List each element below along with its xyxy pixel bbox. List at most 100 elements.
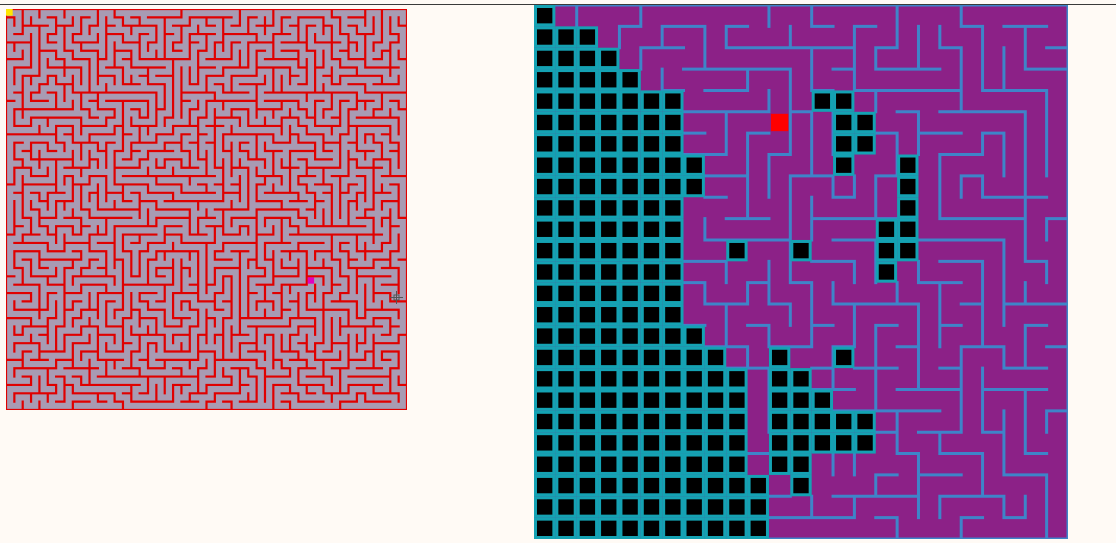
fog-cell: [768, 432, 791, 454]
fog-cell: [534, 453, 556, 475]
fog-cell: [662, 197, 684, 219]
fog-cell: [662, 517, 684, 539]
fog-cell: [704, 346, 727, 369]
fog-cell: [640, 239, 663, 262]
fog-cell: [704, 432, 727, 454]
fog-cell: [833, 133, 855, 155]
fog-cell: [790, 368, 812, 390]
fog-cell: [555, 389, 577, 411]
fog-cell: [534, 197, 556, 219]
overview-minimap[interactable]: [6, 9, 407, 410]
fog-cell: [833, 154, 855, 176]
fog-cell: [662, 346, 684, 369]
fog-cell: [619, 175, 641, 198]
fog-cell: [555, 90, 577, 112]
fog-cell: [598, 197, 620, 219]
fog-cell: [619, 218, 641, 240]
fog-cell: [534, 282, 556, 305]
detail-maze-view[interactable]: [534, 5, 1068, 539]
fog-cell: [811, 432, 834, 454]
fog-cell: [534, 69, 556, 91]
fog-cell: [768, 453, 791, 475]
fog-cell: [640, 133, 663, 155]
fog-cell: [726, 474, 748, 497]
fog-cell: [555, 346, 577, 369]
fog-cell: [555, 175, 577, 198]
fog-cell: [534, 496, 556, 518]
fog-cell: [619, 304, 641, 326]
fog-cell: [619, 410, 641, 433]
fog-cell: [854, 133, 876, 155]
fog-cell: [662, 389, 684, 411]
fog-cell: [619, 432, 641, 454]
fog-cell: [726, 496, 748, 518]
fog-cell: [811, 90, 834, 112]
fog-cell: [640, 389, 663, 411]
fog-cell: [555, 410, 577, 433]
fog-cell: [619, 239, 641, 262]
fog-cell: [854, 410, 876, 433]
fog-cell: [619, 389, 641, 411]
fog-cell: [790, 389, 812, 411]
fog-cell: [576, 325, 599, 347]
fog-cell: [576, 346, 599, 369]
fog-cell: [576, 368, 599, 390]
fog-cell: [662, 474, 684, 497]
fog-cell: [576, 282, 599, 305]
fog-cell: [598, 432, 620, 454]
fog-cell: [897, 154, 919, 176]
fog-cell: [897, 197, 919, 219]
fog-cell: [640, 410, 663, 433]
fog-cell: [683, 389, 705, 411]
fog-cell: [598, 410, 620, 433]
fog-cell: [768, 368, 791, 390]
fog-cell: [555, 47, 577, 70]
player-position-marker: [307, 277, 315, 284]
fog-cell: [619, 133, 641, 155]
fog-cell: [662, 368, 684, 390]
fog-cell: [747, 474, 769, 497]
fog-cell: [790, 410, 812, 433]
fog-cell: [555, 453, 577, 475]
fog-cell: [576, 69, 599, 91]
fog-cell: [833, 90, 855, 112]
fog-cell: [576, 197, 599, 219]
fog-cell: [534, 474, 556, 497]
fog-cell: [683, 346, 705, 369]
fog-cell: [555, 261, 577, 283]
fog-cell: [534, 26, 556, 48]
fog-cell: [576, 90, 599, 112]
fog-cell: [662, 239, 684, 262]
fog-cell: [534, 218, 556, 240]
fog-cell: [576, 517, 599, 539]
fog-cell: [534, 133, 556, 155]
fog-cell: [683, 517, 705, 539]
fog-cell: [598, 218, 620, 240]
fog-cell: [662, 111, 684, 134]
fog-cell: [555, 432, 577, 454]
fog-cell: [897, 239, 919, 262]
fog-cell: [640, 282, 663, 305]
fog-cell: [598, 154, 620, 176]
fog-cell: [640, 111, 663, 134]
fog-cell: [598, 47, 620, 70]
fog-cell: [598, 368, 620, 390]
fog-cell: [726, 239, 748, 262]
fog-cell: [790, 474, 812, 497]
fog-cell: [640, 154, 663, 176]
fog-cell: [555, 111, 577, 134]
start-marker: [6, 9, 13, 16]
fog-cell: [726, 517, 748, 539]
fog-cell: [683, 175, 705, 198]
fog-cell: [598, 90, 620, 112]
fog-cell: [619, 261, 641, 283]
fog-cell: [619, 474, 641, 497]
fog-cell: [640, 346, 663, 369]
fog-cell: [640, 474, 663, 497]
fog-cell: [555, 154, 577, 176]
fog-cell: [768, 346, 791, 369]
fog-cell: [576, 175, 599, 198]
fog-cell: [662, 325, 684, 347]
fog-cell: [726, 453, 748, 475]
